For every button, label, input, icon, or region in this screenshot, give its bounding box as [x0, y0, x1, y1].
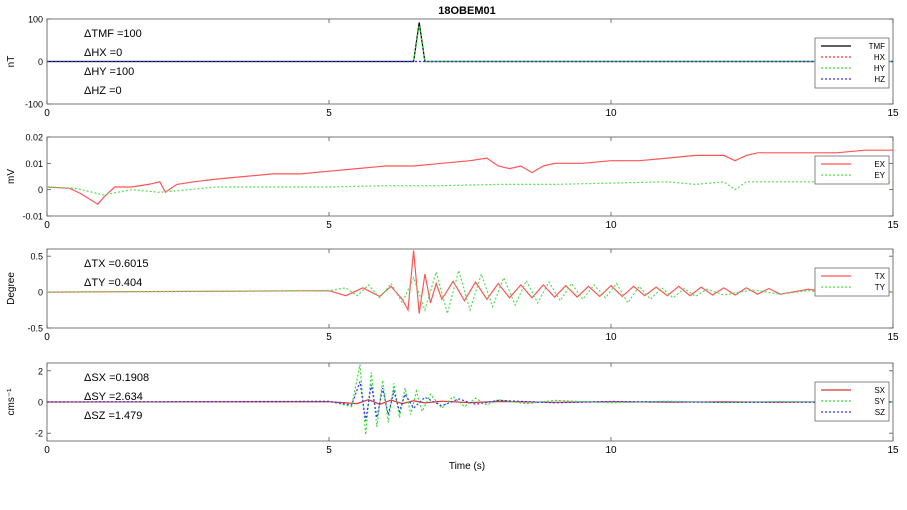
annotation: ΔTMF =100 — [84, 28, 142, 40]
legend-label-hy: HY — [874, 64, 886, 73]
legend: TMF HX HY HZ — [814, 37, 890, 89]
y-tick-label: 0.01 — [25, 159, 43, 169]
y-tick-label: 100 — [28, 15, 43, 25]
legend-label-hx: HX — [874, 53, 886, 62]
x-tick-label: 10 — [605, 220, 617, 231]
annotation: ΔSX =0.1908 — [84, 372, 149, 384]
axes-frame — [46, 248, 894, 329]
legend-label-ex: EX — [874, 160, 885, 169]
annotation: ΔTX =0.6015 — [84, 258, 149, 270]
legend-box — [814, 155, 890, 185]
y-tick-label: -0.5 — [27, 324, 43, 334]
annotation: ΔHX =0 — [84, 47, 122, 59]
y-tick-label: 0 — [38, 57, 43, 67]
legend: EX EY — [814, 155, 890, 185]
legend-box — [814, 381, 890, 422]
series-sz — [46, 381, 894, 421]
legend: SX SY SZ — [814, 381, 890, 422]
y-tick-label: -0.01 — [22, 212, 43, 222]
x-tick-label: 0 — [44, 332, 50, 343]
x-tick-label: 5 — [326, 445, 332, 456]
x-tick-label: 0 — [44, 445, 50, 456]
y-tick-label: 0 — [38, 288, 43, 298]
y-tick-label: -2 — [35, 429, 43, 439]
x-tick-label: 10 — [605, 445, 617, 456]
annotation: ΔHZ =0 — [84, 85, 122, 97]
y-tick-label: 2 — [38, 366, 43, 376]
legend-label-sy: SY — [874, 397, 885, 406]
legend-label-tmf: TMF — [869, 42, 886, 51]
series-ey — [46, 181, 893, 196]
annotation: ΔTY =0.404 — [84, 277, 142, 289]
y-axis-label: nT — [6, 56, 17, 68]
y-tick-label: 0.02 — [25, 133, 43, 143]
y-tick-label: -100 — [25, 100, 43, 110]
series-tx — [46, 250, 894, 314]
legend: TX TY — [814, 267, 890, 297]
x-tick-label: 15 — [887, 220, 899, 231]
x-tick-label: 10 — [605, 332, 617, 343]
series-sy — [46, 364, 894, 435]
y-tick-label: 0.5 — [30, 252, 43, 262]
legend-label-tx: TX — [875, 272, 886, 281]
figure-title: 18OBEM01 — [438, 5, 495, 17]
legend-label-sz: SZ — [875, 408, 885, 417]
series-ex — [46, 149, 893, 205]
y-axis-label: Degree — [6, 272, 17, 305]
x-tick-label: 0 — [44, 108, 50, 119]
axes-frame — [46, 136, 894, 217]
x-tick-label: 5 — [326, 332, 332, 343]
x-tick-label: 5 — [326, 220, 332, 231]
legend-box — [814, 267, 890, 297]
x-tick-label: 15 — [887, 332, 899, 343]
legend-label-ty: TY — [875, 283, 886, 292]
annotation: ΔSZ =1.479 — [84, 410, 142, 422]
y-axis-label: mV — [6, 169, 17, 184]
annotation: ΔHY =100 — [84, 66, 134, 78]
legend-label-ey: EY — [874, 171, 885, 180]
x-axis-label: Time (s) — [449, 461, 485, 472]
annotation: ΔSY =2.634 — [84, 391, 143, 403]
y-tick-label: 0 — [38, 185, 43, 195]
x-tick-label: 15 — [887, 445, 899, 456]
legend-label-sx: SX — [874, 386, 885, 395]
x-tick-label: 5 — [326, 108, 332, 119]
x-tick-label: 0 — [44, 220, 50, 231]
y-axis-label: cms⁻¹ — [6, 388, 17, 416]
x-tick-label: 15 — [887, 108, 899, 119]
x-tick-label: 10 — [605, 108, 617, 119]
y-tick-label: 0 — [38, 398, 43, 408]
legend-label-hz: HZ — [874, 75, 885, 84]
